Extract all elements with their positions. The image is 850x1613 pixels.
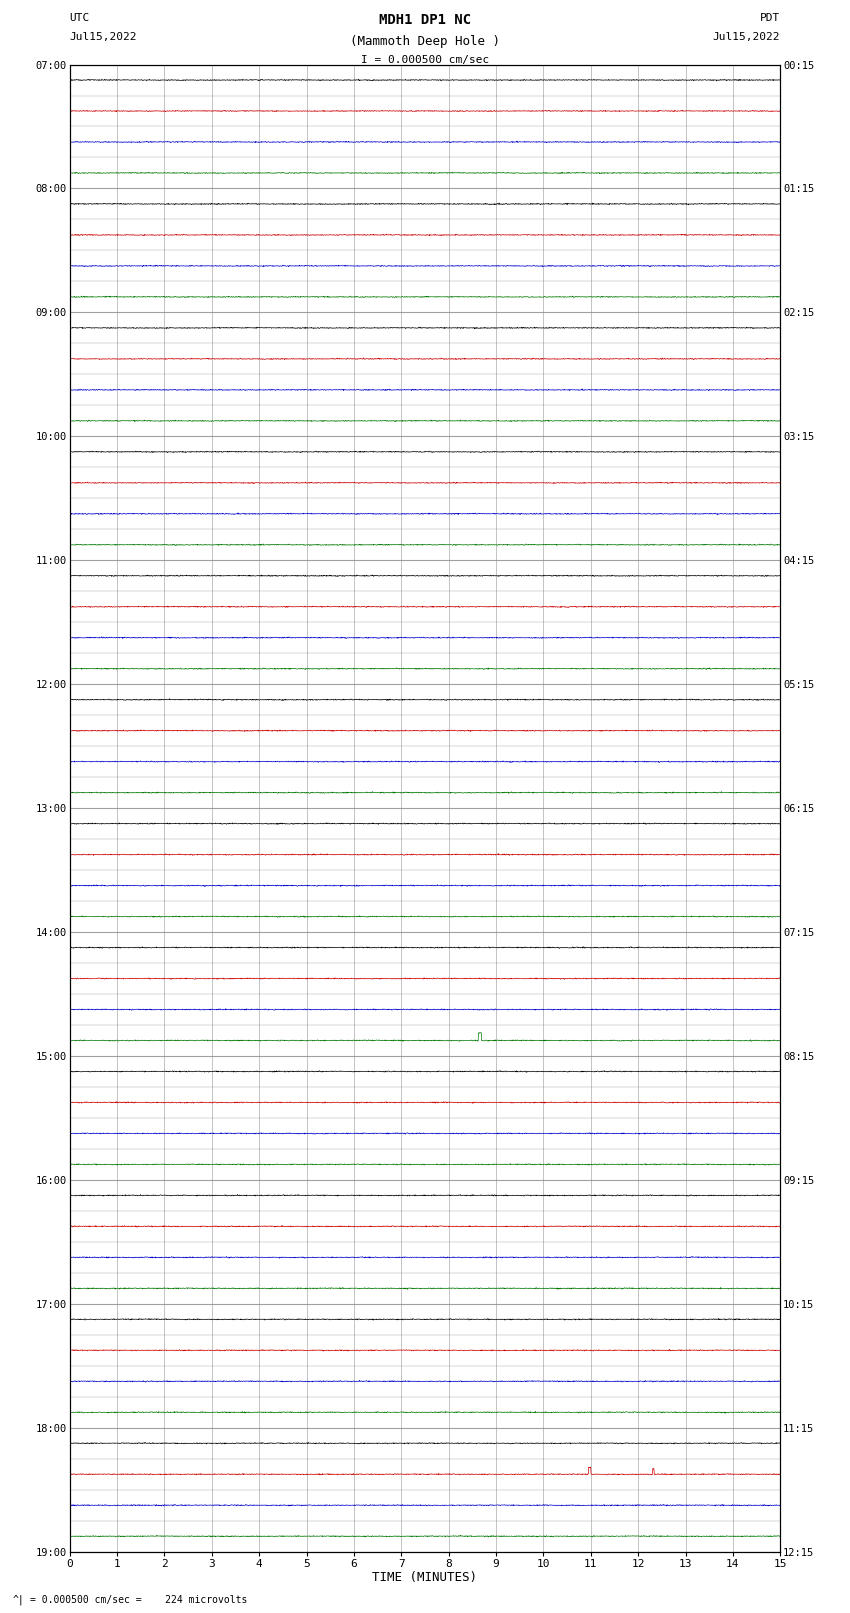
Text: Jul15,2022: Jul15,2022 <box>70 32 137 42</box>
Text: Jul15,2022: Jul15,2022 <box>713 32 780 42</box>
Text: PDT: PDT <box>760 13 780 23</box>
Text: = 0.000500 cm/sec =    224 microvolts: = 0.000500 cm/sec = 224 microvolts <box>30 1595 247 1605</box>
Text: ^|: ^| <box>13 1594 25 1605</box>
Text: (Mammoth Deep Hole ): (Mammoth Deep Hole ) <box>350 35 500 48</box>
Text: I = 0.000500 cm/sec: I = 0.000500 cm/sec <box>361 55 489 65</box>
Text: MDH1 DP1 NC: MDH1 DP1 NC <box>379 13 471 27</box>
X-axis label: TIME (MINUTES): TIME (MINUTES) <box>372 1571 478 1584</box>
Text: UTC: UTC <box>70 13 90 23</box>
